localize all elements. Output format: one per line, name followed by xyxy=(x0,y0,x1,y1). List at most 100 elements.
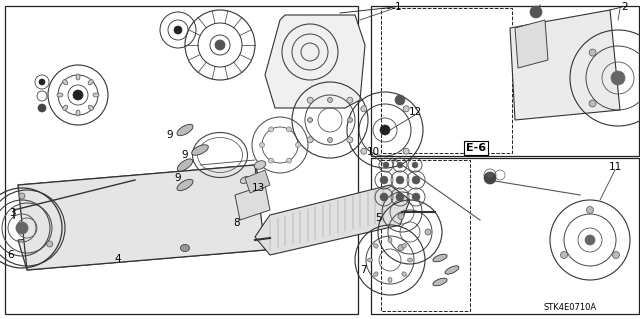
Ellipse shape xyxy=(586,206,593,213)
Ellipse shape xyxy=(328,137,333,143)
Ellipse shape xyxy=(589,100,596,107)
Ellipse shape xyxy=(63,105,68,110)
Ellipse shape xyxy=(367,258,372,262)
Polygon shape xyxy=(235,185,270,220)
Circle shape xyxy=(73,90,83,100)
Ellipse shape xyxy=(561,251,568,258)
Ellipse shape xyxy=(403,148,409,154)
Bar xyxy=(381,8,512,153)
Ellipse shape xyxy=(374,272,378,276)
Circle shape xyxy=(380,193,388,201)
Ellipse shape xyxy=(191,145,209,155)
Text: 11: 11 xyxy=(609,162,621,172)
Ellipse shape xyxy=(177,159,193,171)
Ellipse shape xyxy=(433,278,447,286)
Ellipse shape xyxy=(347,137,353,143)
Ellipse shape xyxy=(612,251,620,258)
Circle shape xyxy=(383,162,389,168)
Text: 12: 12 xyxy=(408,107,422,117)
Bar xyxy=(371,6,639,156)
Circle shape xyxy=(412,176,420,184)
Polygon shape xyxy=(18,220,265,270)
Circle shape xyxy=(215,40,225,50)
Ellipse shape xyxy=(296,143,301,147)
Text: 8: 8 xyxy=(234,218,240,228)
Circle shape xyxy=(395,95,405,105)
Bar xyxy=(5,6,358,314)
Ellipse shape xyxy=(388,278,392,283)
Ellipse shape xyxy=(269,158,273,163)
Ellipse shape xyxy=(57,93,63,97)
Circle shape xyxy=(38,104,46,112)
Circle shape xyxy=(412,162,418,168)
Polygon shape xyxy=(245,170,270,193)
Bar xyxy=(381,160,470,311)
Ellipse shape xyxy=(433,254,447,262)
Text: 10: 10 xyxy=(367,147,380,157)
Circle shape xyxy=(174,26,182,34)
Polygon shape xyxy=(515,20,548,68)
Text: 2: 2 xyxy=(621,2,628,12)
Ellipse shape xyxy=(269,127,273,132)
Ellipse shape xyxy=(47,241,52,247)
Circle shape xyxy=(380,125,390,135)
Polygon shape xyxy=(265,15,365,108)
Ellipse shape xyxy=(19,193,25,199)
Ellipse shape xyxy=(88,80,93,85)
Ellipse shape xyxy=(408,258,413,262)
Text: 7: 7 xyxy=(360,265,366,275)
Circle shape xyxy=(397,162,403,168)
Ellipse shape xyxy=(398,213,404,219)
Text: 1: 1 xyxy=(395,2,401,12)
Circle shape xyxy=(16,222,28,234)
Ellipse shape xyxy=(398,245,404,251)
Ellipse shape xyxy=(403,106,409,112)
Ellipse shape xyxy=(348,117,353,122)
Ellipse shape xyxy=(93,93,99,97)
Text: 6: 6 xyxy=(8,250,14,260)
Text: 4: 4 xyxy=(115,254,122,264)
Ellipse shape xyxy=(445,266,459,274)
Text: 13: 13 xyxy=(252,183,264,193)
Ellipse shape xyxy=(88,105,93,110)
Ellipse shape xyxy=(589,49,596,56)
Circle shape xyxy=(39,79,45,85)
Ellipse shape xyxy=(361,148,367,154)
Ellipse shape xyxy=(240,176,250,183)
Polygon shape xyxy=(18,165,265,270)
Circle shape xyxy=(487,172,493,178)
Polygon shape xyxy=(510,10,620,120)
Text: 9: 9 xyxy=(175,173,181,183)
Ellipse shape xyxy=(402,244,406,248)
Text: 9: 9 xyxy=(182,150,188,160)
Polygon shape xyxy=(18,165,265,215)
Ellipse shape xyxy=(259,143,264,147)
Circle shape xyxy=(530,6,542,18)
Text: 3: 3 xyxy=(9,208,15,218)
Text: STK4E0710A: STK4E0710A xyxy=(543,303,596,313)
Text: E-6: E-6 xyxy=(466,143,486,153)
Ellipse shape xyxy=(287,127,291,132)
Text: 5: 5 xyxy=(374,213,381,223)
Ellipse shape xyxy=(254,161,266,169)
Circle shape xyxy=(380,176,388,184)
Ellipse shape xyxy=(307,137,313,143)
Ellipse shape xyxy=(374,244,378,248)
Circle shape xyxy=(484,172,496,184)
Ellipse shape xyxy=(180,244,189,251)
Circle shape xyxy=(396,193,404,201)
Ellipse shape xyxy=(307,97,313,103)
Ellipse shape xyxy=(63,80,68,85)
Ellipse shape xyxy=(425,229,431,235)
Ellipse shape xyxy=(307,117,312,122)
Ellipse shape xyxy=(76,74,80,80)
Polygon shape xyxy=(255,185,410,255)
Ellipse shape xyxy=(287,158,291,163)
Ellipse shape xyxy=(347,97,353,103)
Circle shape xyxy=(611,71,625,85)
Ellipse shape xyxy=(177,124,193,136)
Text: 9: 9 xyxy=(166,130,173,140)
Circle shape xyxy=(396,176,404,184)
Ellipse shape xyxy=(328,98,333,102)
Bar xyxy=(371,158,639,314)
